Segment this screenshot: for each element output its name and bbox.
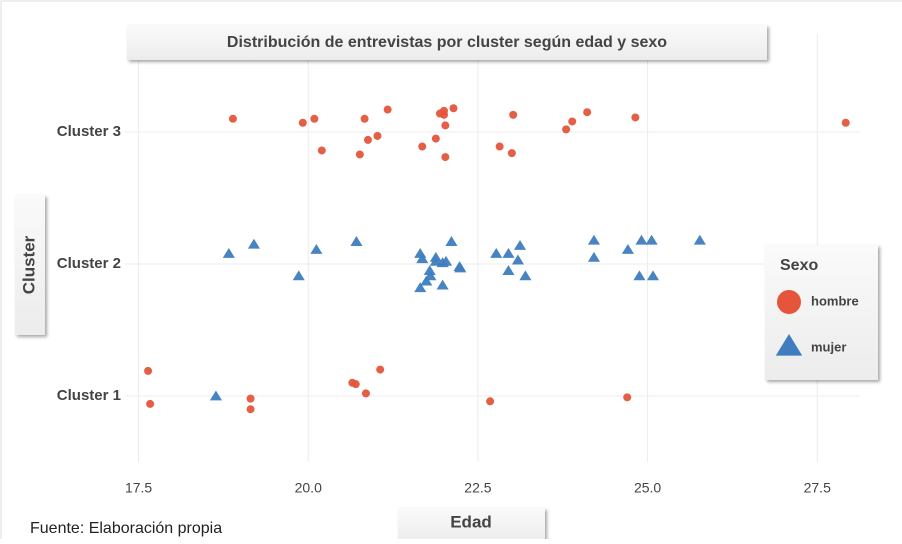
point (424, 270, 437, 281)
point (416, 253, 429, 264)
point (645, 234, 658, 245)
point (445, 236, 458, 246)
y-tick-label: Cluster 2 (57, 255, 121, 272)
point (247, 238, 260, 249)
point (228, 114, 237, 123)
point (350, 236, 363, 246)
point (431, 134, 440, 143)
point (502, 247, 515, 258)
point (507, 149, 516, 158)
point (360, 114, 369, 123)
y-tick-label: Cluster 1 (57, 387, 121, 404)
legend-title: Sexo (780, 257, 818, 274)
point (246, 394, 255, 403)
legend: Sexo hombre mujer (765, 245, 878, 380)
point (841, 118, 850, 127)
point (439, 106, 448, 115)
point (317, 146, 326, 155)
point (693, 234, 706, 245)
point (292, 270, 305, 281)
point (222, 247, 235, 258)
point (441, 153, 450, 162)
x-tick-label: 20.0 (295, 480, 322, 496)
point (310, 243, 323, 254)
point (383, 105, 392, 114)
point (414, 282, 427, 293)
chart-title: Distribución de entrevistas por cluster … (227, 34, 667, 51)
marks (144, 104, 850, 414)
x-label-box (398, 508, 545, 542)
x-tick-label: 22.5 (464, 480, 491, 496)
point (587, 251, 601, 262)
point (587, 234, 601, 245)
point (246, 405, 255, 414)
point (509, 110, 518, 119)
point (490, 247, 503, 258)
point (298, 118, 307, 127)
point (511, 254, 525, 265)
point (146, 399, 155, 408)
point (423, 265, 436, 275)
title-box (127, 25, 767, 60)
point (351, 380, 360, 389)
point (502, 265, 515, 275)
legend-swatch (775, 334, 803, 356)
point (646, 270, 660, 281)
x-axis-label: Edad (450, 512, 492, 531)
y-label-box (15, 195, 45, 335)
point (631, 113, 640, 122)
x-tick-label: 25.0 (634, 480, 661, 496)
point (568, 117, 577, 126)
point (486, 397, 495, 406)
point (513, 240, 527, 250)
point (361, 389, 370, 398)
y-tick-label: Cluster 3 (57, 123, 121, 140)
point (355, 150, 364, 159)
point (519, 270, 532, 281)
point (621, 243, 634, 254)
point (429, 255, 442, 266)
point (583, 108, 592, 117)
point (439, 255, 453, 266)
point (418, 142, 427, 151)
point (495, 142, 504, 151)
point (623, 393, 632, 402)
point (420, 275, 433, 286)
legend-swatch (777, 290, 801, 314)
point (376, 365, 385, 374)
legend-label: hombre (811, 293, 859, 308)
y-axis-label: Cluster (19, 235, 38, 294)
point (144, 366, 153, 375)
grid: 17.5 20.0 22.5 25.0 27.5 Cluster 1 Cluster 2 Cl… (57, 33, 860, 496)
point (363, 135, 372, 144)
point (310, 114, 319, 123)
point (414, 247, 427, 258)
point (373, 131, 382, 140)
point (562, 125, 571, 134)
point (635, 234, 648, 245)
x-tick-label: 27.5 (804, 480, 831, 496)
x-tick-label: 17.5 (125, 480, 152, 496)
legend-label: mujer (811, 339, 846, 354)
point (209, 390, 222, 401)
point (436, 279, 449, 290)
point (454, 262, 467, 273)
point (441, 121, 450, 130)
point (449, 104, 458, 113)
source-note: Fuente: Elaboración propia (30, 520, 222, 537)
point (633, 270, 646, 281)
